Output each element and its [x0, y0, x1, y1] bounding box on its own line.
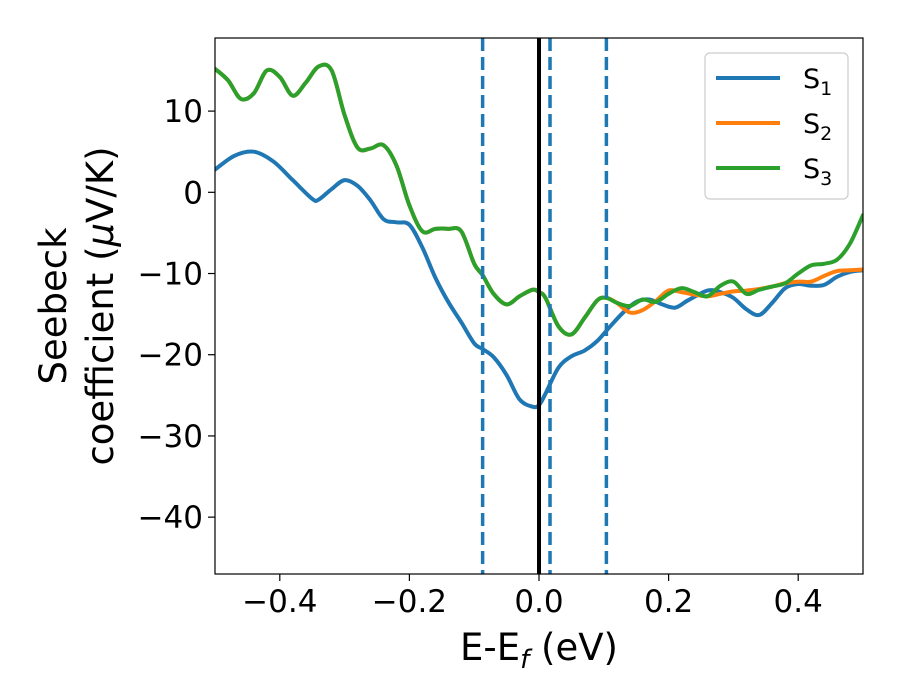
x-tick-label: 0.0 [514, 584, 563, 620]
y-tick-label: −30 [138, 419, 203, 455]
legend-label-s2: S2 [803, 109, 832, 145]
x-tick-label: −0.2 [372, 584, 447, 620]
x-axis-label: E-Ef (eV) [460, 626, 618, 675]
y-tick-label: −10 [138, 257, 203, 293]
y-axis-label-line1: Seebeck [32, 227, 75, 385]
plot-area [215, 38, 863, 574]
legend: S1 S2 S3 [704, 52, 849, 200]
legend-label-s1: S1 [803, 64, 832, 100]
legend-box [704, 52, 849, 200]
x-tick-label: −0.4 [242, 584, 317, 620]
y-tick-label: 0 [183, 175, 203, 211]
x-tick-label: 0.2 [644, 584, 693, 620]
y-axis-label-line2: coefficient (μV/K) [79, 146, 122, 465]
x-tick-label: 0.4 [774, 584, 823, 620]
series-line-s1 [215, 149, 863, 410]
legend-label-s3: S3 [803, 154, 832, 190]
y-tick-label: −40 [138, 500, 203, 536]
y-tick-label: 10 [164, 94, 203, 130]
y-tick-label: −20 [138, 338, 203, 374]
